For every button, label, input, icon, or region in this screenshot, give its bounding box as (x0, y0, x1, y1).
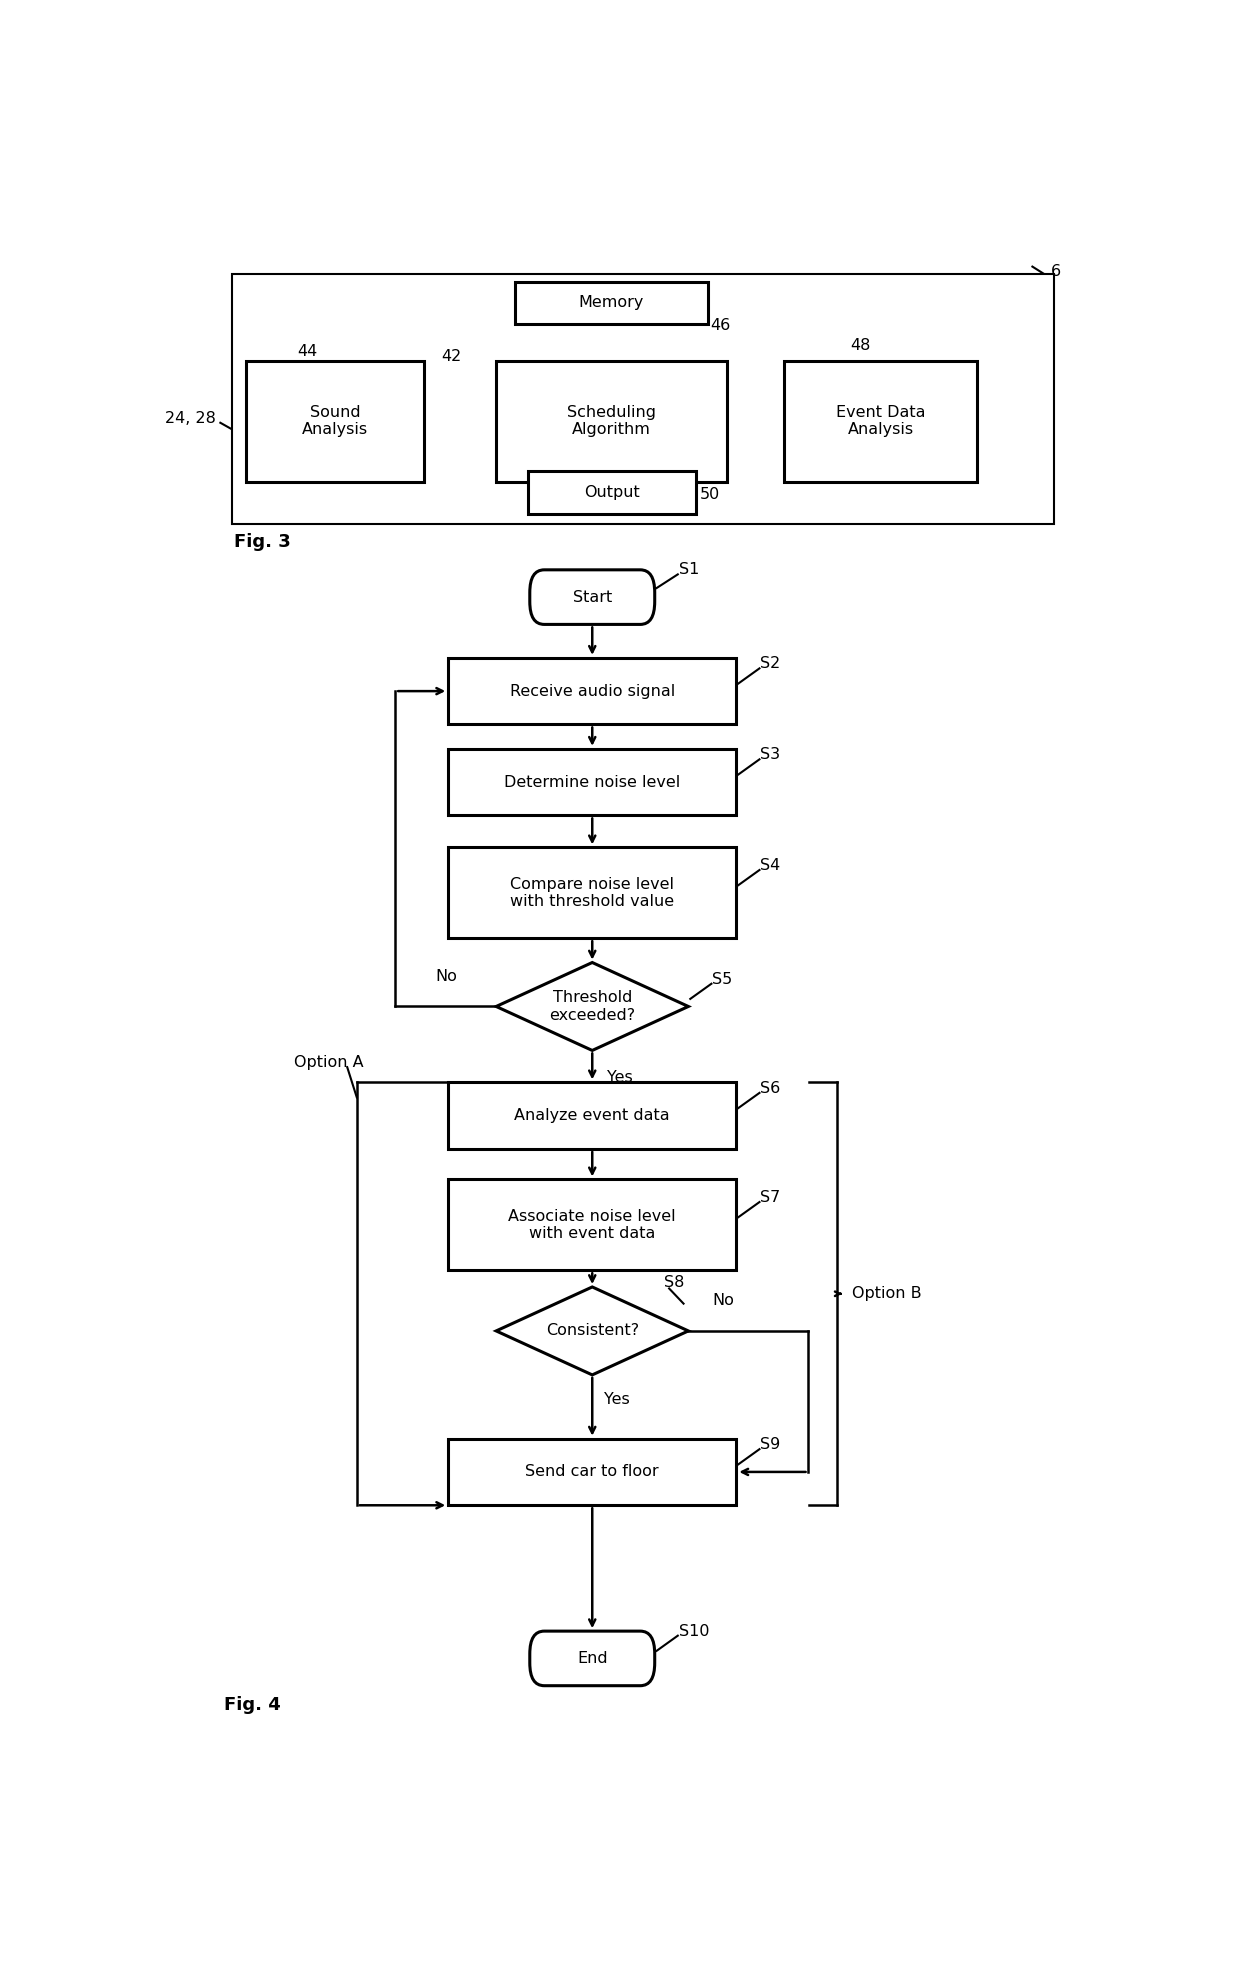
Text: S8: S8 (665, 1274, 684, 1290)
Text: 24, 28: 24, 28 (165, 412, 216, 425)
FancyBboxPatch shape (247, 360, 424, 482)
Text: 48: 48 (849, 339, 870, 352)
Text: S2: S2 (760, 656, 781, 671)
FancyBboxPatch shape (232, 274, 1054, 524)
FancyBboxPatch shape (448, 658, 737, 725)
Text: 44: 44 (298, 345, 317, 358)
Text: S9: S9 (760, 1437, 781, 1451)
Text: S4: S4 (760, 858, 781, 872)
Text: No: No (435, 969, 458, 984)
Text: Option B: Option B (852, 1286, 921, 1302)
Text: S6: S6 (760, 1081, 781, 1097)
FancyBboxPatch shape (448, 748, 737, 815)
Text: Associate noise level
with event data: Associate noise level with event data (508, 1209, 676, 1240)
FancyBboxPatch shape (516, 282, 708, 325)
Text: 46: 46 (711, 319, 730, 333)
Text: 6: 6 (1050, 264, 1060, 280)
Text: Receive audio signal: Receive audio signal (510, 683, 675, 699)
Text: Fig. 3: Fig. 3 (234, 534, 290, 551)
Text: 42: 42 (441, 349, 461, 364)
Text: S3: S3 (760, 748, 780, 762)
Text: Yes: Yes (604, 1392, 630, 1406)
Text: Send car to floor: Send car to floor (526, 1465, 660, 1479)
Text: No: No (713, 1294, 734, 1307)
Text: Analyze event data: Analyze event data (515, 1109, 670, 1122)
Polygon shape (496, 1288, 688, 1374)
Text: S10: S10 (678, 1624, 709, 1638)
Text: Yes: Yes (606, 1071, 632, 1085)
Text: Sound
Analysis: Sound Analysis (303, 406, 368, 437)
FancyBboxPatch shape (496, 360, 727, 482)
FancyBboxPatch shape (448, 1439, 737, 1504)
Polygon shape (496, 963, 688, 1049)
FancyBboxPatch shape (448, 847, 737, 939)
Text: Option A: Option A (294, 1055, 365, 1069)
Text: Fig. 4: Fig. 4 (224, 1697, 281, 1715)
FancyBboxPatch shape (448, 1083, 737, 1150)
Text: Compare noise level
with threshold value: Compare noise level with threshold value (510, 876, 675, 910)
Text: S7: S7 (760, 1189, 781, 1205)
Text: Determine noise level: Determine noise level (505, 774, 681, 790)
Text: S5: S5 (713, 971, 733, 986)
Text: Scheduling
Algorithm: Scheduling Algorithm (567, 406, 656, 437)
FancyBboxPatch shape (529, 1630, 655, 1685)
Text: Event Data
Analysis: Event Data Analysis (836, 406, 925, 437)
FancyBboxPatch shape (448, 1179, 737, 1270)
FancyBboxPatch shape (528, 471, 696, 514)
FancyBboxPatch shape (785, 360, 977, 482)
Text: Output: Output (584, 484, 640, 500)
Text: 50: 50 (699, 486, 720, 502)
Text: S1: S1 (678, 563, 699, 577)
FancyBboxPatch shape (529, 569, 655, 624)
Text: Start: Start (573, 589, 611, 604)
Text: Memory: Memory (579, 295, 644, 311)
Text: End: End (577, 1650, 608, 1666)
Text: Consistent?: Consistent? (546, 1323, 639, 1339)
Text: Threshold
exceeded?: Threshold exceeded? (549, 990, 635, 1022)
